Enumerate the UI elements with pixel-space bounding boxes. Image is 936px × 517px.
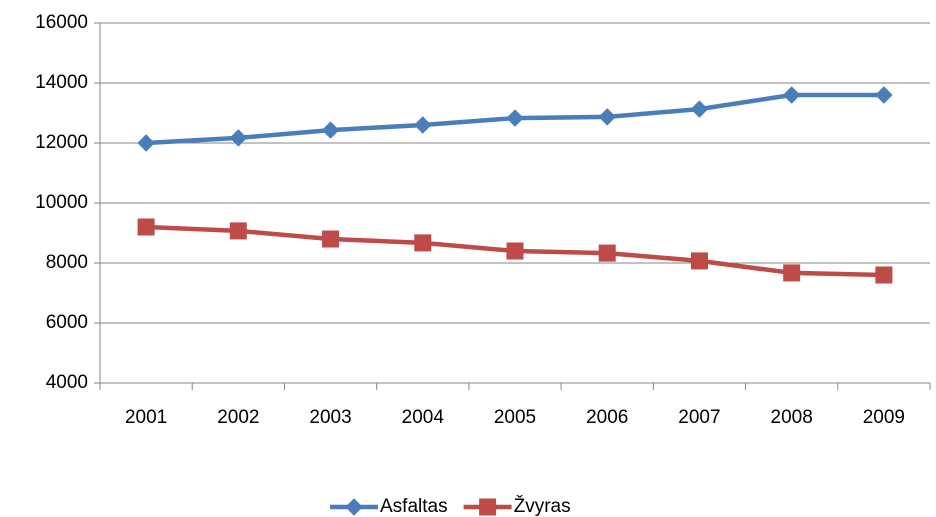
x-tick-label: 2003 xyxy=(309,407,351,428)
point xyxy=(414,116,432,134)
x-tick-label: 2008 xyxy=(771,407,813,428)
y-tick-label: 12000 xyxy=(35,132,88,153)
legend-marker xyxy=(479,498,497,516)
x-tick-label: 2009 xyxy=(863,407,905,428)
point xyxy=(229,222,247,240)
y-tick-label: 16000 xyxy=(35,12,88,33)
legend-label: Asfaltas xyxy=(380,496,448,517)
point xyxy=(137,134,155,152)
point xyxy=(506,109,524,127)
y-tick-label: 14000 xyxy=(35,72,88,93)
point xyxy=(137,218,155,236)
x-tick-label: 2007 xyxy=(678,407,720,428)
point xyxy=(875,86,893,104)
point xyxy=(322,230,340,248)
point xyxy=(690,252,708,270)
point xyxy=(783,264,801,282)
point xyxy=(690,100,709,118)
point xyxy=(506,242,524,260)
legend-label: Žvyras xyxy=(514,495,571,517)
y-tick-label: 10000 xyxy=(35,192,88,213)
point xyxy=(598,244,616,262)
legend-marker xyxy=(345,498,363,516)
point xyxy=(321,121,340,139)
x-tick-label: 2005 xyxy=(494,407,536,428)
point xyxy=(229,129,248,147)
x-tick-label: 2002 xyxy=(217,407,259,428)
y-tick-label: 6000 xyxy=(46,312,88,333)
x-tick-label: 2004 xyxy=(402,407,445,428)
y-tick-label: 8000 xyxy=(46,252,88,273)
point xyxy=(875,266,893,284)
point xyxy=(414,234,432,252)
x-tick-label: 2001 xyxy=(125,407,167,428)
point xyxy=(782,86,801,104)
y-tick-label: 4000 xyxy=(46,372,88,393)
point xyxy=(598,108,616,126)
x-tick-label: 2006 xyxy=(586,407,628,428)
